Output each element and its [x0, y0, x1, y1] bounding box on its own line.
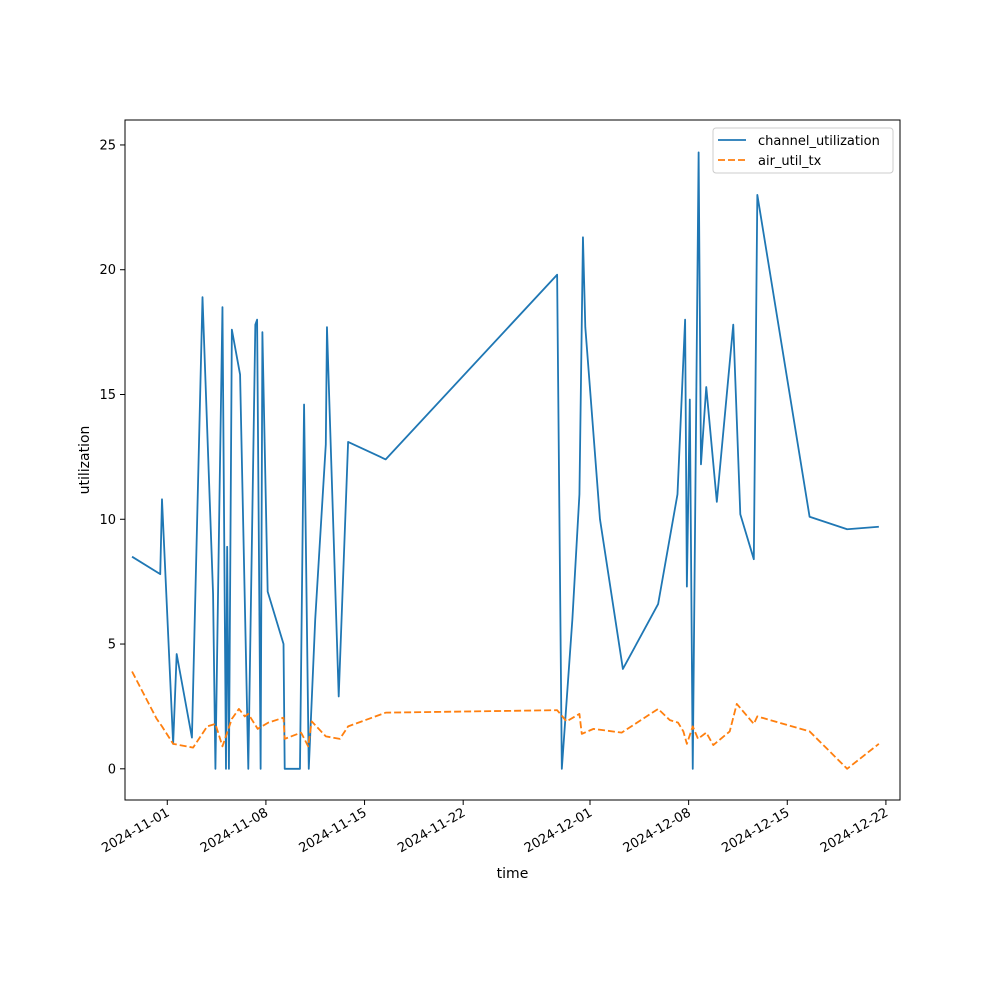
y-tick-label: 0: [108, 762, 116, 777]
y-tick-label: 25: [99, 138, 116, 153]
y-tick-label: 10: [99, 513, 116, 528]
axes-frame: [124, 119, 901, 801]
y-tick-label: 15: [99, 388, 116, 403]
y-tick-label: 20: [99, 263, 116, 278]
series-line-air_util_tx: [131, 671, 880, 770]
y-axis-label: utilization: [77, 426, 93, 495]
y-tick-label: 5: [108, 638, 116, 653]
legend-box: [712, 127, 894, 174]
plot-area: [131, 151, 880, 770]
legend: channel_utilization air_util_tx: [712, 127, 894, 174]
legend-entry-air_util_tx: air_util_tx: [758, 154, 822, 169]
x-axis-label: time: [497, 866, 529, 882]
series-line-channel_utilization: [131, 151, 879, 770]
legend-entry-channel_utilization: channel_utilization: [758, 134, 880, 149]
